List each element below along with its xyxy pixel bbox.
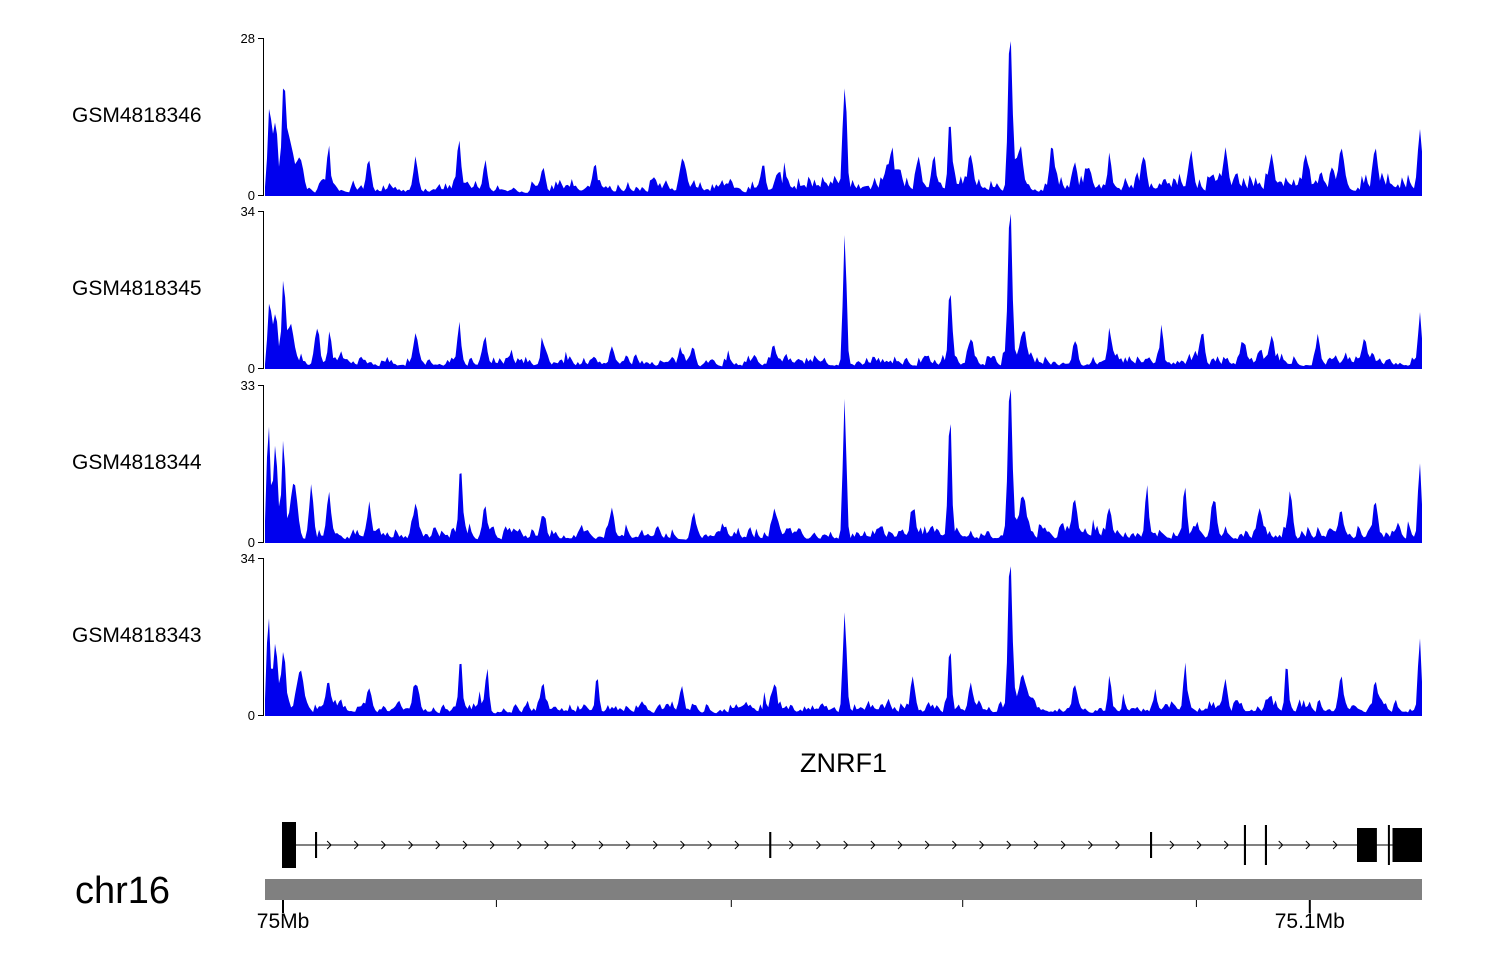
y-axis: [263, 385, 264, 543]
y-axis-max-label: 34: [240, 204, 255, 219]
chromosome-ideogram: [265, 879, 1422, 900]
gene-name-label: ZNRF1: [800, 748, 887, 778]
coordinate-label: 75Mb: [256, 910, 310, 933]
track-row: GSM4818343 34 0: [0, 551, 1500, 723]
y-axis-top-tick: [258, 211, 264, 212]
gene-model: [282, 822, 1422, 868]
track-label: GSM4818345: [72, 277, 202, 300]
coverage-signal: [265, 566, 1422, 716]
y-axis-zero-label: 0: [247, 535, 255, 550]
y-axis-top-tick: [258, 558, 264, 559]
track-row: GSM4818345 34 0: [0, 204, 1500, 376]
chromosome-label: chr16: [75, 870, 171, 912]
y-axis-bottom-tick: [258, 715, 264, 716]
y-axis: [263, 211, 264, 369]
track-row: GSM4818346 28 0: [0, 31, 1500, 203]
track-label: GSM4818343: [72, 624, 202, 647]
y-axis-max-label: 33: [240, 378, 255, 393]
y-axis-zero-label: 0: [247, 188, 255, 203]
y-axis-zero-label: 0: [247, 361, 255, 376]
track-label: GSM4818344: [72, 451, 202, 474]
track-label: GSM4818346: [72, 104, 202, 127]
y-axis-bottom-tick: [258, 542, 264, 543]
y-axis-top-tick: [258, 385, 264, 386]
coverage-signal: [265, 213, 1422, 369]
genome-axis-ticks: [282, 900, 1311, 913]
y-axis-zero-label: 0: [247, 708, 255, 723]
coverage-signal: [265, 389, 1422, 543]
coordinate-label: 75.1Mb: [1274, 910, 1345, 933]
y-axis: [263, 38, 264, 196]
y-axis: [263, 558, 264, 716]
y-axis-top-tick: [258, 38, 264, 39]
y-axis-max-label: 28: [240, 31, 255, 46]
genome-axis-labels: 75Mb 75.1Mb: [257, 910, 1422, 938]
y-axis-max-label: 34: [240, 551, 255, 566]
y-axis-bottom-tick: [258, 195, 264, 196]
track-row: GSM4818344 33 0: [0, 378, 1500, 550]
y-axis-bottom-tick: [258, 368, 264, 369]
coverage-signal: [265, 41, 1422, 196]
